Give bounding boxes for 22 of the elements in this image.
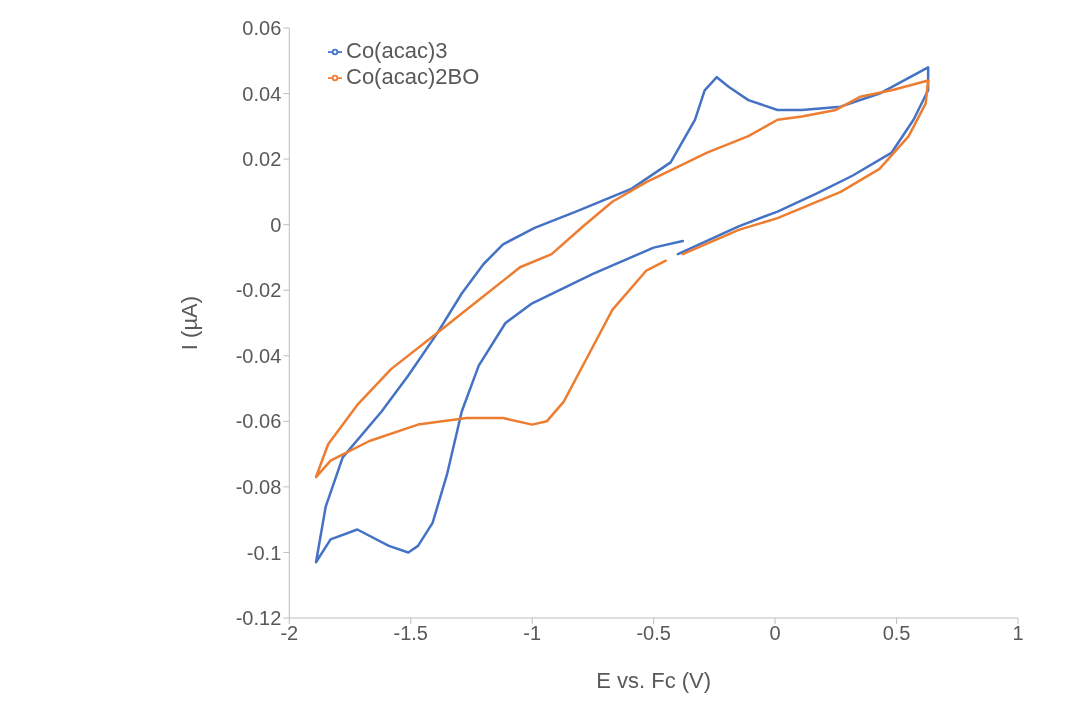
x-tick-label: 0 (769, 622, 781, 645)
y-tick-label: 0 (270, 213, 282, 236)
x-tick-label: -0.5 (636, 622, 671, 645)
y-tick-label: -0.08 (235, 475, 282, 498)
y-tick-label: -0.02 (235, 279, 282, 302)
x-tick-label: -1.5 (393, 622, 428, 645)
y-tick-label: -0.1 (246, 541, 282, 564)
x-tick-label: -2 (280, 622, 299, 645)
y-tick-label: 0.02 (242, 148, 282, 171)
legend-label: Co(acac)3 (346, 38, 448, 63)
y-tick-label: -0.04 (235, 344, 282, 367)
y-tick-label: -0.06 (235, 410, 282, 433)
x-axis-title: E vs. Fc (V) (596, 668, 712, 693)
y-tick-label: 0.06 (242, 17, 282, 40)
x-tick-label: 1 (1012, 622, 1024, 645)
legend-label: Co(acac)2BO (346, 64, 480, 89)
x-tick-label: -1 (523, 622, 542, 645)
y-tick-label: -0.12 (235, 607, 282, 630)
line-series (314, 66, 930, 564)
x-tick-label: 0.5 (882, 622, 911, 645)
y-tick-label: 0.04 (242, 82, 282, 105)
y-axis-title: I (µA) (177, 295, 203, 351)
